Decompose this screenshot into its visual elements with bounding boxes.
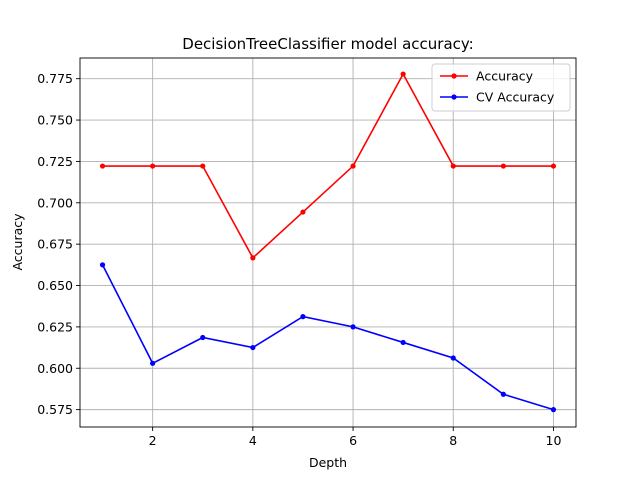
x-tick-label: 4 [249,433,257,448]
x-tick-label: 10 [546,433,562,448]
y-tick-label: 0.675 [37,237,73,252]
series-cv-accuracy [99,262,557,413]
legend-marker [451,94,457,100]
data-point [200,334,206,341]
x-axis-label: Depth [309,455,347,470]
y-tick-label: 0.750 [37,113,73,128]
plot-area-frame [79,57,577,428]
data-point [250,344,256,351]
data-point [99,163,106,169]
data-point [150,360,156,366]
data-point [99,262,106,268]
legend-label: CV Accuracy [476,90,555,105]
data-point [450,163,456,169]
data-point [300,314,306,320]
legend-label: Accuracy [476,69,534,84]
data-point [550,163,557,169]
data-point [550,407,557,413]
data-point [450,355,456,361]
x-tick-label: 6 [349,433,357,448]
y-tick-label: 0.725 [37,154,73,169]
series-accuracy [99,71,557,261]
legend-item: Accuracy [440,69,534,84]
y-tick-label: 0.575 [37,402,73,417]
y-tick-label: 0.650 [37,278,73,293]
data-point [350,163,356,169]
grid-lines [80,58,576,427]
axis-ticks: 2 4 6 8 10 0.575 0.600 0.625 0.650 0.675 0.700 0.72… [37,71,561,448]
y-tick-label: 0.775 [37,71,73,86]
series-line [101,264,554,411]
data-point [500,163,506,169]
y-tick-label: 0.625 [37,319,73,334]
series-layer [99,71,557,413]
data-point [350,324,356,330]
y-tick-label: 0.700 [37,195,73,210]
data-point [400,339,406,346]
x-tick-label: 2 [149,433,157,448]
series-line [102,72,554,260]
y-tick-label: 0.600 [37,361,73,376]
legend: Accuracy CV Accuracy [431,63,571,112]
legend-marker [451,73,457,79]
data-point [400,71,406,77]
chart-title: DecisionTreeClassifier model accuracy: [182,35,473,53]
data-point [300,209,306,215]
x-tick-label: 8 [449,433,457,448]
legend-item: CV Accuracy [440,90,555,105]
y-axis-label: Accuracy [10,213,25,271]
data-point [200,163,206,169]
data-point [250,255,256,261]
data-point [150,163,156,169]
data-point [500,391,506,397]
